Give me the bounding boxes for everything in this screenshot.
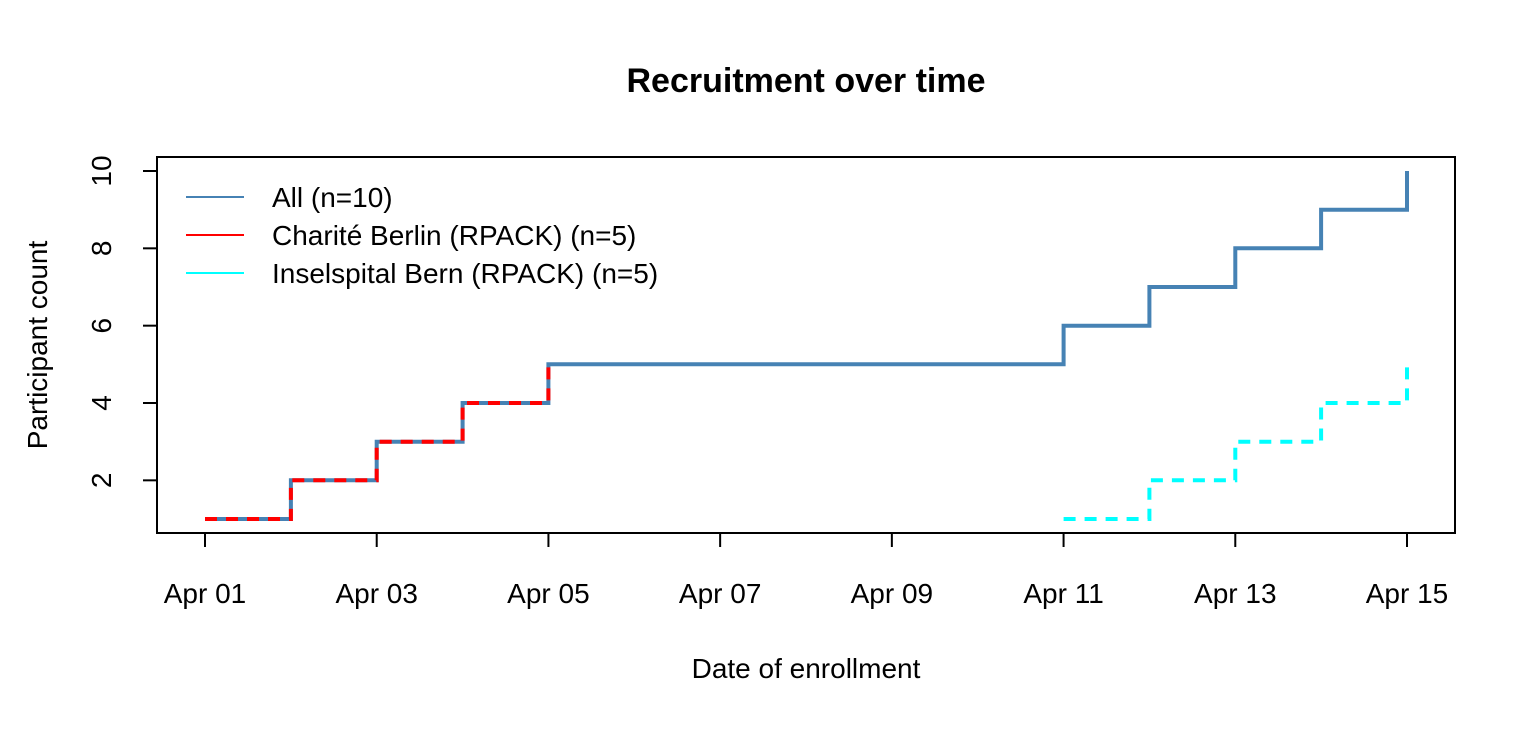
x-tick-label: Apr 07 bbox=[679, 578, 762, 609]
chart-title: Recruitment over time bbox=[627, 62, 986, 100]
y-tick-label: 4 bbox=[86, 395, 117, 411]
y-tick-label: 10 bbox=[86, 155, 117, 186]
x-tick-label: Apr 01 bbox=[164, 578, 247, 609]
series-layer bbox=[205, 171, 1409, 521]
x-tick-label: Apr 15 bbox=[1366, 578, 1449, 609]
x-axis-title: Date of enrollment bbox=[692, 653, 921, 684]
x-tick-label: Apr 13 bbox=[1194, 578, 1277, 609]
series-line-2 bbox=[205, 364, 551, 521]
x-tick-label: Apr 09 bbox=[851, 578, 934, 609]
y-tick-label: 2 bbox=[86, 473, 117, 489]
x-tick-label: Apr 03 bbox=[335, 578, 418, 609]
x-tick-label: Apr 11 bbox=[1023, 578, 1103, 609]
y-tick-label: 8 bbox=[86, 241, 117, 257]
series-line-3 bbox=[1063, 364, 1409, 521]
legend-label: Charité Berlin (RPACK) (n=5) bbox=[272, 220, 636, 251]
y-axis: 2 4 6 8 10 bbox=[86, 155, 158, 489]
legend-label: Inselspital Bern (RPACK) (n=5) bbox=[272, 258, 658, 289]
legend-label: All (n=10) bbox=[272, 182, 393, 213]
y-axis-title: Participant count bbox=[22, 241, 53, 450]
x-tick-label: Apr 05 bbox=[507, 578, 590, 609]
plot-frame bbox=[156, 156, 1456, 534]
y-tick-label: 6 bbox=[86, 318, 117, 334]
x-axis: Apr 01 Apr 03 Apr 05 Apr 07 Apr 09 Apr 11 Apr … bbox=[164, 532, 1449, 609]
legend: All (n=10) Charité Berlin (RPACK) (n=5) In… bbox=[186, 182, 658, 289]
